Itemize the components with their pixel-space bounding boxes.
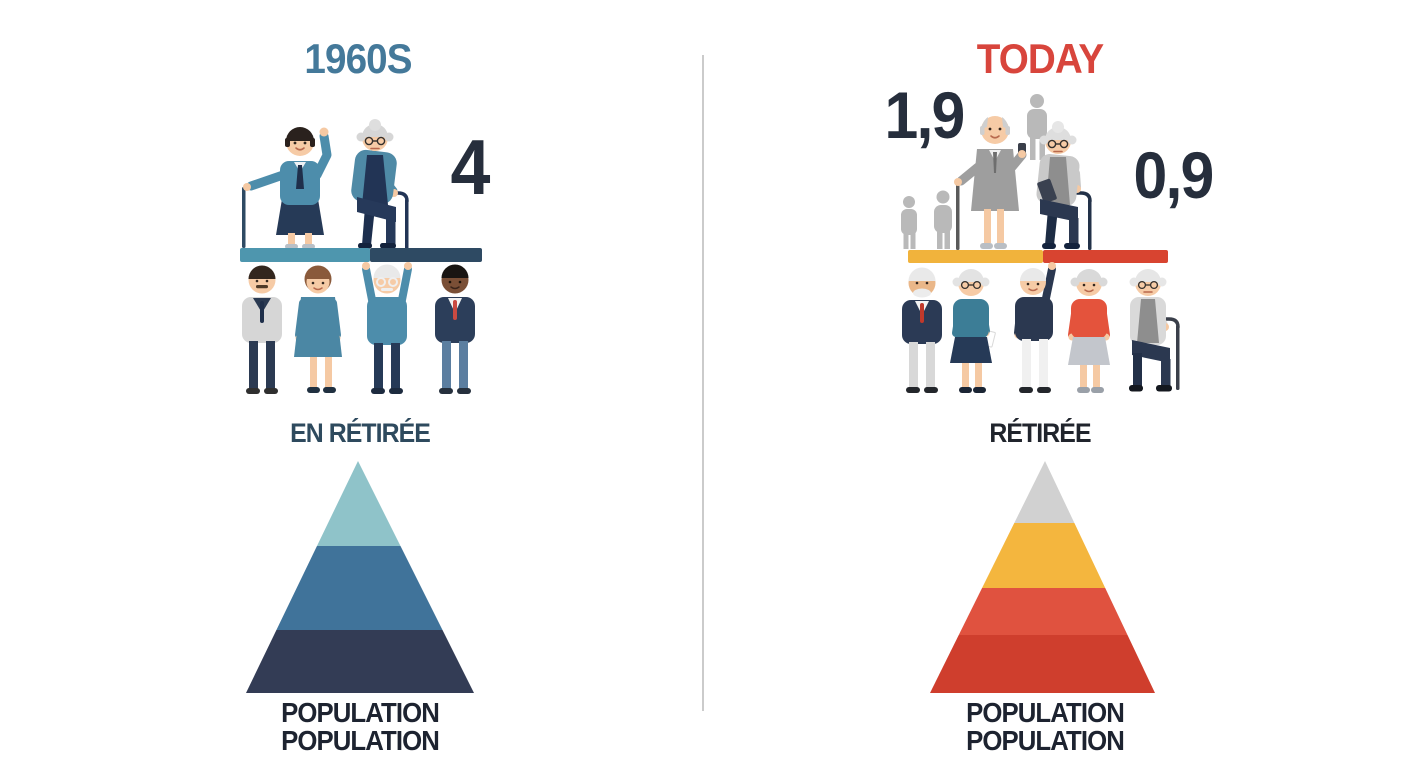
population-pyramid-today bbox=[930, 461, 1155, 693]
pyramid-band-lower-middle bbox=[930, 588, 1155, 635]
pyramid-band-top bbox=[930, 461, 1155, 523]
right-pyramid-caption: POPULATION POPULATION bbox=[966, 697, 1125, 756]
panel-divider-line bbox=[702, 55, 704, 711]
left-caption: EN RÉTIRÉE bbox=[290, 418, 431, 448]
left-pyramid-caption: POPULATION POPULATION bbox=[281, 697, 440, 756]
standing-retiree-figure bbox=[242, 127, 332, 249]
pyramid-band-bottom bbox=[930, 635, 1155, 693]
workers-ratio-today: 1,9 bbox=[884, 78, 966, 152]
pyramid-band-bottom bbox=[246, 630, 474, 693]
retirees-ratio-1960s: 4 bbox=[450, 123, 490, 211]
pyramid-band-upper-middle bbox=[930, 523, 1155, 588]
illustration-1960s-people bbox=[240, 119, 482, 394]
beam-left-segment-1960s bbox=[240, 248, 370, 262]
standing-elder-gray-coat-figure bbox=[954, 116, 1027, 250]
elder-woman-red-top-figure bbox=[1068, 269, 1110, 393]
worker-man-suit-figure bbox=[435, 264, 475, 394]
seated-elder-woman-figure bbox=[1036, 121, 1092, 250]
right-panel-title: TODAY bbox=[976, 35, 1104, 82]
worker-elder-arms-raised-figure bbox=[362, 262, 412, 394]
elder-arm-raised-figure bbox=[1014, 262, 1056, 393]
illustration-today-people bbox=[901, 94, 1180, 393]
seated-elder-cane-figure bbox=[1129, 269, 1180, 392]
population-pyramid-1960s bbox=[246, 461, 474, 693]
pyramid-band-top bbox=[246, 461, 474, 546]
retirees-ratio-today: 0,9 bbox=[1133, 138, 1215, 212]
beam-right-segment-today bbox=[1043, 250, 1168, 263]
left-panel-title: 1960S bbox=[304, 35, 412, 82]
elder-man-beard-figure bbox=[902, 267, 942, 393]
beam-left-segment-today bbox=[908, 250, 1043, 263]
gray-silhouette-small-1 bbox=[901, 196, 917, 249]
right-caption: RÉTIRÉE bbox=[989, 418, 1091, 448]
pyramid-band-middle bbox=[246, 546, 474, 630]
gray-silhouette-small-2 bbox=[934, 190, 952, 249]
worker-woman-figure bbox=[294, 265, 342, 393]
beam-right-segment-1960s bbox=[370, 248, 482, 262]
worker-man-mustache-figure bbox=[242, 265, 282, 394]
elder-woman-teal-figure bbox=[950, 269, 996, 393]
gray-silhouette-top bbox=[1027, 94, 1047, 160]
seated-retiree-figure bbox=[351, 119, 409, 259]
